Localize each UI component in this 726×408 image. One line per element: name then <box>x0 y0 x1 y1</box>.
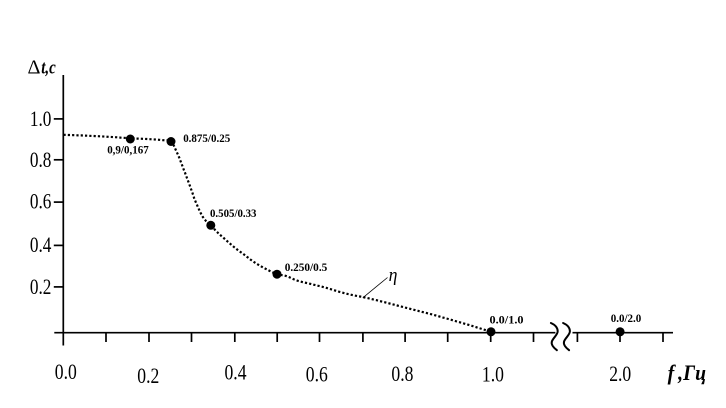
svg-text:0.0/2.0: 0.0/2.0 <box>611 313 642 325</box>
svg-text:0,9/0,167: 0,9/0,167 <box>107 145 149 157</box>
svg-text:t,c: t,c <box>41 57 56 78</box>
svg-text:1.0: 1.0 <box>482 362 504 387</box>
svg-text:0.8: 0.8 <box>30 147 52 172</box>
svg-text:0.2: 0.2 <box>137 363 159 388</box>
svg-text:0.8: 0.8 <box>391 361 413 386</box>
svg-text:f ,Гц: f ,Гц <box>668 360 707 385</box>
svg-text:η: η <box>389 265 398 286</box>
svg-text:1.0: 1.0 <box>30 106 52 131</box>
svg-text:0.0: 0.0 <box>55 359 77 384</box>
svg-text:0.6: 0.6 <box>306 361 328 386</box>
svg-text:2.0: 2.0 <box>609 361 631 386</box>
svg-text:0.250/0.5: 0.250/0.5 <box>285 262 328 274</box>
svg-text:0.875/0.25: 0.875/0.25 <box>183 133 230 145</box>
svg-text:0.4: 0.4 <box>225 359 247 384</box>
svg-text:0.4: 0.4 <box>30 232 52 257</box>
svg-text:0.2: 0.2 <box>30 274 52 299</box>
svg-text:0.6: 0.6 <box>30 189 52 214</box>
svg-text:0.505/0.33: 0.505/0.33 <box>210 208 257 220</box>
svg-text:0.0/1.0: 0.0/1.0 <box>490 315 524 327</box>
svg-text:Δ: Δ <box>28 57 41 78</box>
